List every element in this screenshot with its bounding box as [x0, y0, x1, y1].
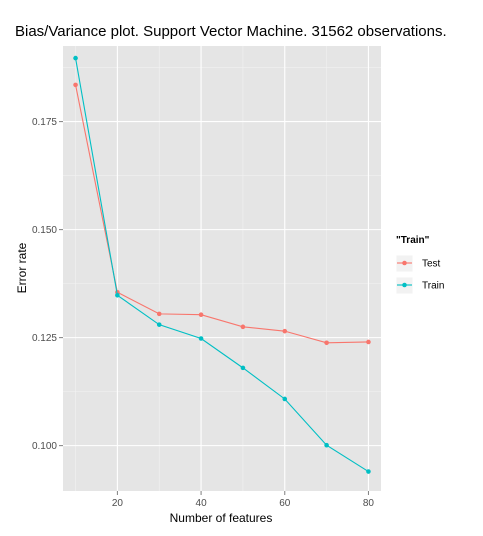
- legend: "Train" Test Train: [395, 235, 444, 295]
- data-point-train: [366, 469, 371, 474]
- series-line-train: [75, 58, 369, 473]
- legend-key-train: [395, 276, 414, 295]
- x-tick-label: 40: [196, 498, 208, 509]
- x-axis-title: Number of features: [170, 511, 273, 525]
- data-point-train: [324, 442, 329, 448]
- data-point-test: [240, 324, 246, 330]
- x-tick-label: 80: [363, 498, 375, 509]
- data-point-test: [324, 340, 329, 346]
- x-tick-label: 20: [112, 498, 124, 509]
- legend-key-point: [402, 282, 407, 288]
- x-axis: 20 40 60 80: [112, 491, 375, 509]
- series-layer: [73, 55, 371, 474]
- legend-key-test: [395, 254, 414, 273]
- data-point-test: [282, 328, 288, 334]
- y-tick-label: 0.100: [32, 441, 57, 452]
- x-tick-label: 60: [279, 498, 291, 509]
- y-tick-label: 0.150: [32, 225, 57, 236]
- plot-panel: [63, 46, 381, 491]
- data-point-train: [115, 292, 120, 298]
- legend-label-test: Test: [422, 259, 441, 270]
- data-point-test: [366, 339, 371, 345]
- data-point-train: [282, 396, 288, 402]
- data-point-test: [198, 312, 204, 318]
- y-tick-label: 0.125: [32, 333, 57, 344]
- series-line-test: [75, 84, 369, 344]
- data-point-train: [198, 336, 204, 341]
- legend-title: "Train": [396, 235, 430, 246]
- chart-title: Bias/Variance plot. Support Vector Machi…: [15, 23, 447, 40]
- y-axis-title: Error rate: [15, 242, 29, 293]
- data-point-train: [156, 322, 162, 327]
- data-point-train: [240, 365, 246, 371]
- data-point-train: [73, 55, 78, 61]
- y-axis: 0.100 0.125 0.150 0.175: [32, 117, 63, 452]
- y-tick-label: 0.175: [32, 117, 57, 128]
- data-point-test: [156, 311, 162, 317]
- legend-key-point: [402, 260, 407, 266]
- data-point-test: [73, 82, 78, 88]
- legend-label-train: Train: [422, 281, 444, 292]
